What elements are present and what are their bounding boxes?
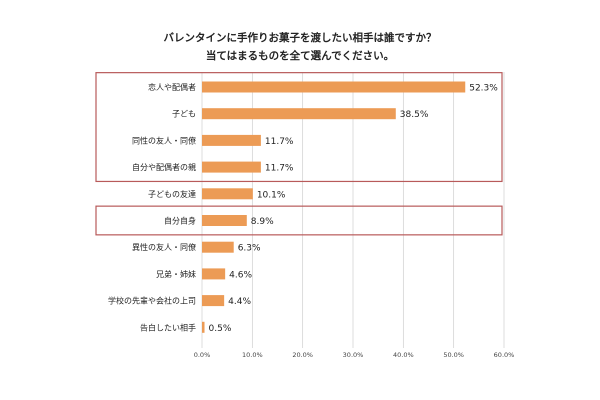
x-tick-label: 40.0% (393, 351, 414, 359)
category-label: 学校の先輩や会社の上司 (108, 296, 196, 306)
category-label: 異性の友人・同僚 (132, 242, 196, 252)
bar (202, 108, 396, 120)
bar (202, 241, 234, 253)
value-label: 11.7% (265, 137, 294, 147)
bar (202, 134, 261, 146)
category-label: 同性の友人・同僚 (132, 135, 196, 145)
chart-title-line-2: 当てはまるものを全て選んでください。 (206, 49, 394, 62)
value-label: 38.5% (400, 110, 429, 120)
category-label: 子ども (172, 110, 196, 119)
bar (202, 81, 466, 93)
bar (202, 321, 205, 333)
value-label: 4.4% (228, 297, 251, 307)
x-tick-label: 50.0% (443, 351, 464, 359)
highlight-box (95, 72, 503, 183)
x-tick-label: 60.0% (494, 351, 515, 359)
value-label: 0.5% (209, 324, 232, 334)
category-label: 自分自身 (164, 216, 196, 226)
category-label: 自分や配偶者の親 (132, 162, 196, 172)
bar (202, 188, 253, 200)
value-label: 8.9% (251, 217, 274, 227)
bar (202, 215, 247, 226)
value-label: 6.3% (238, 244, 261, 254)
bar (202, 161, 261, 173)
category-label: 恋人や配偶者 (148, 82, 196, 92)
x-tick-label: 0.0% (194, 351, 211, 359)
labels: 0.0% 10.0% 20.0% 30.0% 40.0% 50.0% 60.0% 恋人や配偶者… (108, 82, 514, 359)
category-label: 告白したい相手 (140, 322, 196, 332)
value-label: 4.6% (229, 270, 252, 280)
value-label: 11.7% (265, 164, 294, 174)
x-tick-label: 10.0% (242, 351, 263, 359)
x-tick-label: 30.0% (343, 351, 364, 359)
highlight-boxes (95, 72, 503, 236)
category-label: 兄弟・姉妹 (156, 269, 196, 279)
bars (202, 81, 466, 333)
value-label: 10.1% (257, 190, 286, 200)
value-label: 52.3% (469, 84, 498, 94)
highlight-box (95, 205, 503, 236)
bar (202, 295, 225, 307)
bar (202, 268, 226, 280)
chart-title-line-1: バレンタインに手作りお菓子を渡したい相手は誰ですか？ (164, 31, 437, 44)
x-tick-label: 20.0% (292, 351, 313, 359)
category-label: 子どもの友達 (148, 189, 196, 199)
